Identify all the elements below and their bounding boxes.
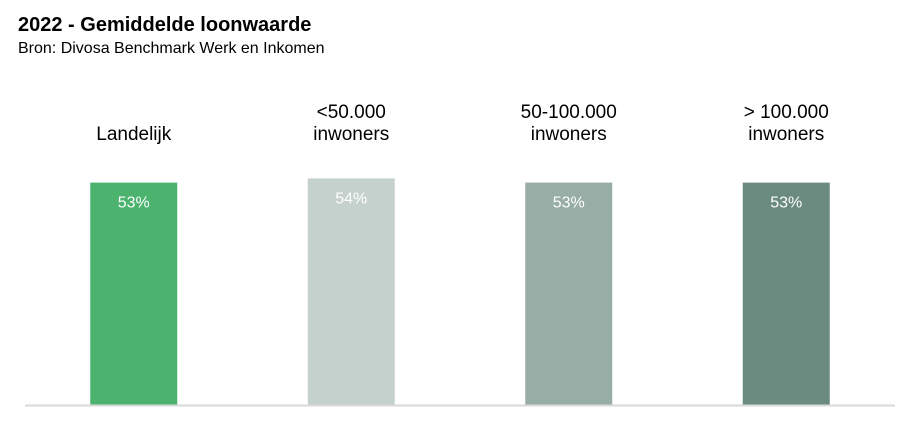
category-label: inwoners [531, 124, 607, 145]
bar-value-label: 53% [770, 195, 802, 212]
category-label: 50-100.000 [521, 102, 617, 123]
bar-3 [525, 182, 613, 405]
category-label: Landelijk [96, 124, 171, 145]
chart-subtitle: Bron: Divosa Benchmark Werk en Inkomen [18, 40, 325, 57]
bar-4 [742, 182, 830, 405]
bar-value-label: 53% [118, 195, 150, 212]
bar-1 [90, 182, 178, 405]
chart-title: 2022 - Gemiddelde loonwaarde [18, 14, 312, 36]
category-label: <50.000 [317, 102, 386, 123]
bar-value-label: 53% [553, 195, 585, 212]
bar-2 [307, 178, 395, 405]
category-label: inwoners [313, 124, 389, 145]
bar-value-label: 54% [335, 190, 367, 207]
category-label: > 100.000 [744, 102, 829, 123]
category-label: inwoners [748, 124, 824, 145]
